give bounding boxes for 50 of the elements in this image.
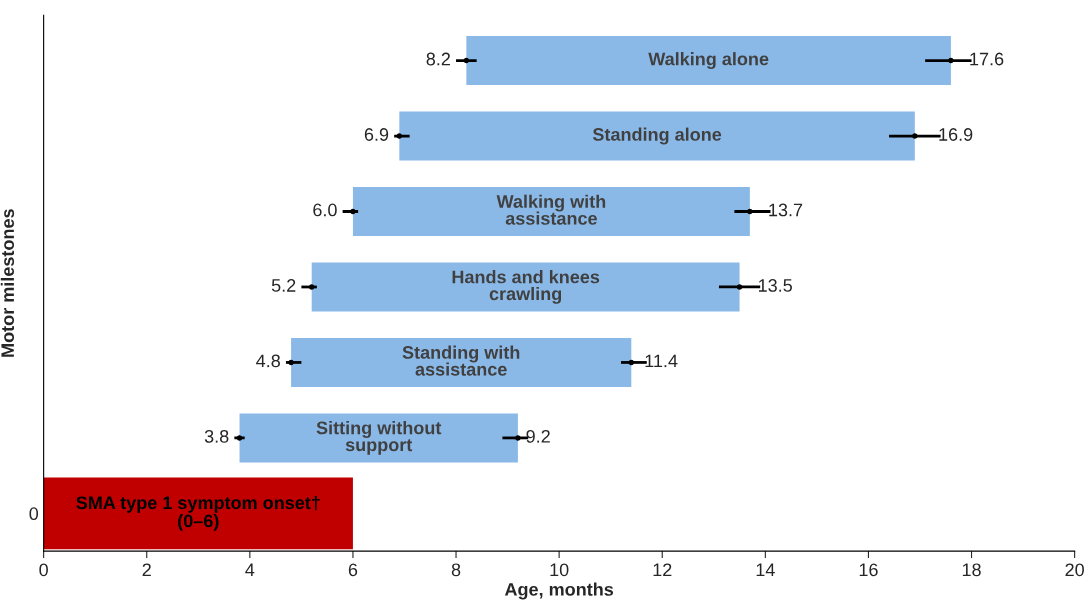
data-label: 11.4 [645,354,678,368]
point [628,359,635,366]
bar [311,262,740,312]
y-tick-label: Walking with assistance [496,194,606,225]
point [948,57,954,64]
x-tick-label: 12 [653,563,672,577]
data-label: 8.2 [426,52,450,66]
point [288,359,294,366]
bar [352,186,750,237]
point [747,208,753,215]
x-tick-label: 10 [550,563,569,577]
x-tick-label: 2 [142,563,151,577]
point [350,208,356,215]
x-tick-label: 20 [1065,563,1084,577]
data-label: 3.8 [204,429,229,443]
bar [291,337,632,387]
y-axis-title: Motor milestones [0,209,15,357]
point [736,284,743,290]
data-label: 13.7 [769,203,803,217]
bar [43,477,353,550]
data-label: 4.8 [256,354,280,368]
y-tick-label: Hands and knees crawling [452,270,600,304]
y-tick-label: Sitting without support [316,421,442,455]
point [912,133,918,139]
point [308,284,315,290]
data-label: 6.0 [313,203,337,217]
y-tick-label: Standing with assistance [402,345,520,376]
bar [399,111,915,161]
x-tick-label: 4 [245,563,255,577]
x-tick-label: 14 [756,563,775,577]
point [463,57,470,64]
x-tick-label: 0 [39,563,48,577]
data-label: 6.9 [364,128,389,141]
bar [466,36,951,86]
data-label: 17.6 [970,52,1004,66]
x-axis-title: Age, months [504,582,614,600]
x-tick-label: 18 [962,563,981,577]
annotation: SMA type 1 symptom onset† (0–6) [76,495,320,531]
point [515,435,521,441]
data-label: 13.5 [758,279,792,292]
bar [239,413,518,463]
x-tick-label: 16 [859,563,878,577]
point [396,133,403,139]
x-tick-label: 6 [348,563,358,577]
data-label: 16.9 [939,128,973,141]
y-tick-label: Walking alone [648,52,769,70]
x-tick-label: 8 [451,563,461,577]
y-tick-label: Standing alone [592,127,722,145]
data-label: 9.2 [526,429,550,443]
data-label: 5.2 [271,279,296,292]
